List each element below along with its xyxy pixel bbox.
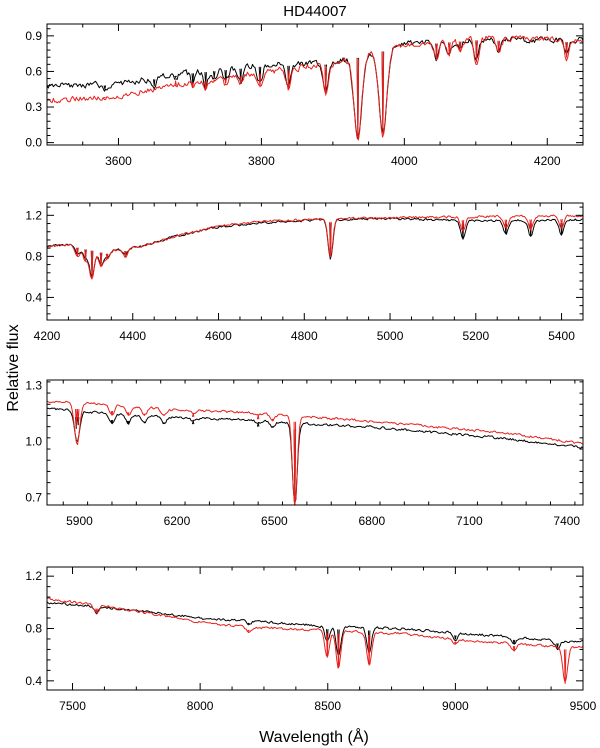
- x-tick-label: 3800: [248, 154, 275, 168]
- series-model-line: [47, 400, 583, 505]
- panel-2: 4200 4400 4600 4800 5000 5200 5400 0.4 0.8 1.2: [25, 202, 584, 343]
- y-tick-label: 0.4: [25, 674, 42, 688]
- series-observed-line: [47, 217, 583, 279]
- panels-group: 3600 3800 4000 4200 0.0 0.3 0.6 0.9 4200 4400 4600…: [25, 23, 597, 713]
- y-tick-label: 1.2: [25, 208, 42, 222]
- panel-frame: [46, 379, 584, 506]
- x-tick-label: 5400: [548, 329, 575, 343]
- y-tick-label: 0.8: [25, 622, 42, 636]
- panel-1: 3600 3800 4000 4200 0.0 0.3 0.6 0.9: [25, 23, 584, 168]
- x-tick-label: 5000: [377, 329, 404, 343]
- x-tick-label: 8500: [314, 699, 341, 713]
- x-tick-label: 3600: [105, 154, 132, 168]
- x-axis-title: Wavelength (Å): [259, 727, 369, 746]
- y-axis-title: Relative flux: [5, 324, 22, 411]
- x-tick-label: 4600: [205, 329, 232, 343]
- x-tick-label: 6500: [261, 514, 288, 528]
- y-tick-label: 0.3: [25, 100, 42, 114]
- x-tick-label: 6800: [358, 514, 385, 528]
- x-tick-label: 4200: [34, 329, 61, 343]
- y-tick-label: 1.2: [25, 569, 42, 583]
- y-tick-label: 0.4: [25, 290, 42, 304]
- panel-frame: [46, 566, 584, 691]
- x-tick-label: 4800: [291, 329, 318, 343]
- series-observed-line: [47, 36, 583, 140]
- y-tick-label: 0.9: [25, 29, 42, 43]
- series-model-line: [47, 597, 583, 684]
- x-tick-label: 7400: [553, 514, 580, 528]
- x-tick-label: 4200: [534, 154, 561, 168]
- y-tick-label: 0.8: [25, 249, 42, 263]
- y-tick-label: 0.7: [25, 491, 42, 505]
- y-tick-label: 1.0: [25, 435, 42, 449]
- x-tick-label: 4400: [119, 329, 146, 343]
- y-tick-label: 0.6: [25, 64, 42, 78]
- figure-title: HD44007: [283, 3, 346, 20]
- series-observed-line: [47, 601, 583, 656]
- panel-4: 7500 8000 8500 9000 9500 0.4 0.8 1.2: [25, 566, 597, 713]
- x-tick-label: 5200: [462, 329, 489, 343]
- x-tick-label: 8000: [187, 699, 214, 713]
- x-tick-label: 5900: [66, 514, 93, 528]
- series-model-line: [47, 214, 583, 280]
- x-tick-label: 7500: [59, 699, 86, 713]
- series-model-line: [47, 35, 583, 141]
- panel-frame: [46, 23, 584, 146]
- y-tick-label: 1.3: [25, 379, 42, 393]
- panel-frame: [46, 202, 584, 321]
- x-tick-label: 9000: [442, 699, 469, 713]
- x-tick-label: 4000: [391, 154, 418, 168]
- x-tick-label: 7100: [456, 514, 483, 528]
- y-tick-label: 0.0: [25, 136, 42, 150]
- x-tick-label: 9500: [570, 699, 597, 713]
- series-observed-line: [47, 407, 583, 505]
- x-tick-label: 6200: [164, 514, 191, 528]
- panel-3: 5900 6200 6500 6800 7100 7400 0.7 1.0 1.3: [25, 379, 584, 528]
